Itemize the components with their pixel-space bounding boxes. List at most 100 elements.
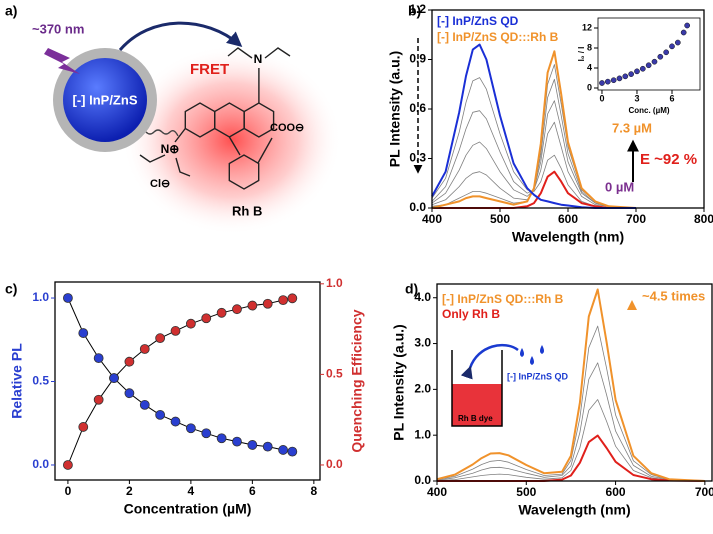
x-tick-label: 3	[634, 93, 639, 103]
data-point	[663, 49, 670, 56]
data-point	[78, 328, 89, 338]
iminium-label: N⊕	[161, 142, 180, 156]
axes-frame	[597, 17, 701, 91]
data-point	[63, 460, 73, 470]
data-point	[639, 65, 646, 72]
y2-tick-label: 0.0	[326, 457, 343, 471]
data-point	[155, 409, 166, 420]
y-axis-label: PL Intensity (a.u.)	[387, 51, 403, 167]
x-tick-label: 500	[490, 212, 510, 226]
x-tick-label: 6	[249, 484, 256, 498]
data-point	[93, 353, 104, 364]
x-tick-label: 600	[606, 485, 626, 499]
annotation: E ~92 %	[640, 151, 697, 168]
data-point	[78, 422, 89, 432]
data-point	[599, 80, 605, 86]
panel-label: a)	[5, 3, 17, 19]
y-tick-label: 0.0	[409, 200, 426, 214]
vessel-sketch	[451, 343, 544, 427]
x-tick-label: 0	[65, 484, 72, 498]
data-point	[616, 75, 623, 82]
series-line	[67, 297, 293, 466]
y-tick-label: 0.9	[409, 52, 426, 66]
data-point	[124, 388, 135, 399]
x-axis-label: Conc. (µM)	[628, 106, 669, 115]
data-point	[262, 441, 273, 452]
data-point	[622, 73, 629, 80]
panel-label: c)	[5, 281, 17, 297]
data-point	[657, 53, 664, 60]
y-tick-label: 3.0	[414, 336, 431, 350]
data-point	[684, 22, 691, 29]
fret-arrow	[118, 21, 243, 51]
data-point	[63, 293, 73, 303]
annotation: ~4.5 times	[642, 288, 705, 303]
x-tick-label: 400	[427, 485, 447, 499]
dye-label: Rh B	[232, 203, 262, 218]
x-tick-label: 700	[626, 212, 646, 226]
y-tick-label: 4.0	[414, 290, 431, 304]
x-tick-label: 600	[558, 212, 578, 226]
data-point	[247, 300, 258, 311]
data-point	[232, 436, 242, 447]
data-point	[109, 373, 119, 384]
data-point	[674, 39, 681, 46]
x-tick-label: 2	[126, 484, 133, 498]
data-point	[216, 307, 227, 318]
data-point	[262, 298, 273, 309]
molecule	[139, 47, 291, 190]
y-tick-label: 8	[587, 42, 592, 52]
data-point	[232, 304, 242, 315]
annotation: 0 µM	[605, 179, 634, 194]
data-point	[170, 326, 181, 336]
y-tick-label: 0	[587, 82, 592, 92]
x-tick-label: 700	[695, 485, 713, 499]
data-point	[124, 356, 135, 367]
y2-tick-label: 1.0	[326, 276, 343, 290]
y-tick-label: 0.5	[32, 374, 49, 388]
y-tick-label: 2.0	[414, 382, 431, 396]
enhance-arrowhead	[627, 300, 637, 310]
y-axis-label: PL Intensity (a.u.)	[391, 324, 407, 440]
vessel-label: Rh B dye	[458, 414, 493, 423]
data-point	[139, 344, 150, 354]
amine-label: N	[254, 52, 263, 66]
x-axis-label: Concentration (µM)	[124, 501, 252, 517]
x-tick-label: 400	[422, 212, 442, 226]
data-point	[278, 445, 289, 455]
data-point	[155, 333, 166, 344]
vessel	[451, 350, 503, 427]
y-tick-label: 12	[582, 22, 592, 32]
panel-label: b)	[408, 3, 421, 19]
y-axis-label: I₀ / I	[577, 47, 586, 62]
lightning	[44, 48, 80, 74]
drops	[520, 345, 544, 365]
data-point	[680, 29, 687, 36]
data-point	[669, 43, 675, 50]
series-line	[436, 399, 705, 482]
x-tick-label: 6	[669, 93, 674, 103]
data-point	[139, 399, 150, 410]
y2-tick-label: 0.5	[326, 367, 343, 381]
data-point	[185, 423, 196, 434]
data-point	[93, 394, 104, 405]
y-tick-label: 1.2	[409, 2, 426, 16]
x-axis-label: Wavelength (nm)	[512, 229, 624, 245]
legend-entry: [-] InP/ZnS QD:::Rh B	[437, 30, 559, 44]
legend-entry: [-] InP/ZnS QD	[437, 14, 519, 28]
ring	[243, 102, 275, 138]
legend-entry: Only Rh B	[442, 307, 500, 321]
y-tick-label: 1.0	[32, 290, 49, 304]
data-point	[201, 313, 212, 324]
panel-label: d)	[405, 281, 418, 297]
data-point	[610, 77, 617, 84]
series-line	[67, 297, 293, 453]
axes-frame	[54, 281, 321, 481]
excitation-label: ~370 nm	[32, 21, 84, 36]
data-point	[185, 318, 196, 329]
y-tick-label: 0.0	[32, 457, 49, 471]
core-label: [-] InP/ZnS	[73, 92, 138, 107]
dye-solution	[452, 384, 502, 426]
series-line	[436, 362, 705, 482]
